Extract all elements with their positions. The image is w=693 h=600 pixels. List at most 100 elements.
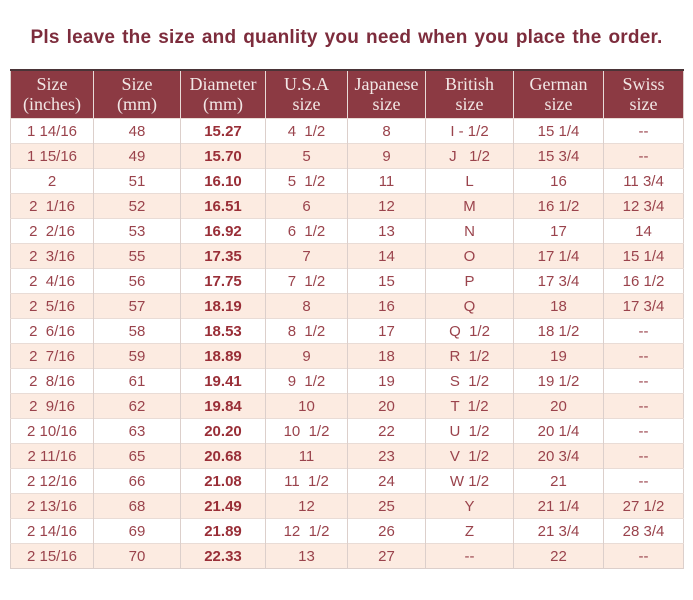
table-row: 2 5/16 57 18.19 8 16 Q 18 17 3/4	[10, 293, 684, 319]
table-cell: 69	[93, 518, 181, 544]
table-cell: --	[603, 368, 684, 394]
table-cell: 16	[347, 293, 426, 319]
table-cell: 4 1/2	[265, 118, 348, 144]
table-cell: 2	[10, 168, 94, 194]
table-cell: 8	[347, 118, 426, 144]
table-cell: 15.27	[180, 118, 266, 144]
table-cell: 17	[513, 218, 604, 244]
table-row: 2 9/16 62 19.84 10 20 T 1/2 20 --	[10, 393, 684, 419]
table-cell: 9 1/2	[265, 368, 348, 394]
table-cell: 19.41	[180, 368, 266, 394]
table-cell: --	[603, 118, 684, 144]
table-cell: 24	[347, 468, 426, 494]
table-cell: 2 2/16	[10, 218, 94, 244]
table-cell: 22	[513, 543, 604, 569]
table-cell: 57	[93, 293, 181, 319]
table-cell: 16.51	[180, 193, 266, 219]
table-cell: 18	[347, 343, 426, 369]
table-cell: --	[603, 143, 684, 169]
table-row: 1 14/16 48 15.27 4 1/2 8 I - 1/2 15 1/4 --	[10, 118, 684, 144]
table-cell: 17	[347, 318, 426, 344]
table-cell: 2 12/16	[10, 468, 94, 494]
table-cell: 15 3/4	[513, 143, 604, 169]
table-cell: 48	[93, 118, 181, 144]
table-cell: 21.89	[180, 518, 266, 544]
table-cell: 59	[93, 343, 181, 369]
table-cell: 27	[347, 543, 426, 569]
table-cell: 1 14/16	[10, 118, 94, 144]
table-cell: 8	[265, 293, 348, 319]
table-cell: 19 1/2	[513, 368, 604, 394]
table-cell: R 1/2	[425, 343, 514, 369]
table-cell: 28 3/4	[603, 518, 684, 544]
table-row: 2 6/16 58 18.53 8 1/2 17 Q 1/2 18 1/2 --	[10, 318, 684, 344]
table-row: 2 8/16 61 19.41 9 1/2 19 S 1/2 19 1/2 --	[10, 368, 684, 394]
table-row: 2 10/16 63 20.20 10 1/2 22 U 1/2 20 1/4 --	[10, 418, 684, 444]
table-row: 2 12/16 66 21.08 11 1/2 24 W 1/2 21 --	[10, 468, 684, 494]
table-cell: 19	[347, 368, 426, 394]
table-cell: 18 1/2	[513, 318, 604, 344]
table-cell: 55	[93, 243, 181, 269]
table-row: 2 7/16 59 18.89 9 18 R 1/2 19 --	[10, 343, 684, 369]
table-cell: 2 9/16	[10, 393, 94, 419]
table-cell: 5	[265, 143, 348, 169]
page-title: Pls leave the size and quanlity you need…	[30, 27, 663, 48]
table-cell: 11 1/2	[265, 468, 348, 494]
table-cell: 15 1/4	[513, 118, 604, 144]
table-cell: 2 1/16	[10, 193, 94, 219]
table-cell: 6	[265, 193, 348, 219]
table-cell: Z	[425, 518, 514, 544]
table-row: 2 15/16 70 22.33 13 27 -- 22 --	[10, 543, 684, 569]
table-cell: 6 1/2	[265, 218, 348, 244]
table-cell: 19	[513, 343, 604, 369]
table-cell: 27 1/2	[603, 493, 684, 519]
table-cell: 56	[93, 268, 181, 294]
table-cell: 51	[93, 168, 181, 194]
table-cell: 17.35	[180, 243, 266, 269]
table-cell: 1 15/16	[10, 143, 94, 169]
table-cell: 17 3/4	[603, 293, 684, 319]
table-cell: 52	[93, 193, 181, 219]
table-cell: I - 1/2	[425, 118, 514, 144]
table-cell: 58	[93, 318, 181, 344]
table-cell: 21 3/4	[513, 518, 604, 544]
table-cell: 18	[513, 293, 604, 319]
table-cell: 2 5/16	[10, 293, 94, 319]
table-cell: 13	[265, 543, 348, 569]
table-cell: 12	[265, 493, 348, 519]
table-cell: 11	[347, 168, 426, 194]
table-cell: 2 3/16	[10, 243, 94, 269]
table-cell: 63	[93, 418, 181, 444]
table-cell: 20 1/4	[513, 418, 604, 444]
table-cell: --	[425, 543, 514, 569]
table-cell: 12	[347, 193, 426, 219]
table-cell: 2 4/16	[10, 268, 94, 294]
table-cell: 18.89	[180, 343, 266, 369]
table-cell: 49	[93, 143, 181, 169]
table-cell: 66	[93, 468, 181, 494]
table-cell: 2 10/16	[10, 418, 94, 444]
table-row: 2 13/16 68 21.49 12 25 Y 21 1/4 27 1/2	[10, 493, 684, 519]
conversion-table: Size (inches) Size (mm) Diameter (mm) U.S.A siz…	[10, 69, 684, 570]
table-row: 2 3/16 55 17.35 7 14 O 17 1/4 15 1/4	[10, 243, 684, 269]
table-cell: P	[425, 268, 514, 294]
table-cell: 9	[265, 343, 348, 369]
table-cell: 18.53	[180, 318, 266, 344]
table-cell: 17 1/4	[513, 243, 604, 269]
column-header-u-s-a-size: U.S.A size	[265, 69, 348, 119]
table-cell: 21.49	[180, 493, 266, 519]
table-row: 2 1/16 52 16.51 6 12 M 16 1/2 12 3/4	[10, 193, 684, 219]
table-cell: O	[425, 243, 514, 269]
table-cell: 12 3/4	[603, 193, 684, 219]
table-cell: 2 14/16	[10, 518, 94, 544]
table-cell: 2 8/16	[10, 368, 94, 394]
table-cell: 19.84	[180, 393, 266, 419]
table-cell: 2 6/16	[10, 318, 94, 344]
table-cell: 2 7/16	[10, 343, 94, 369]
table-row: 2 2/16 53 16.92 6 1/2 13 N 17 14	[10, 218, 684, 244]
table-cell: 65	[93, 443, 181, 469]
column-header-size-inches: Size (inches)	[10, 69, 94, 119]
column-header-diameter-mm: Diameter (mm)	[180, 69, 266, 119]
table-cell: --	[603, 443, 684, 469]
